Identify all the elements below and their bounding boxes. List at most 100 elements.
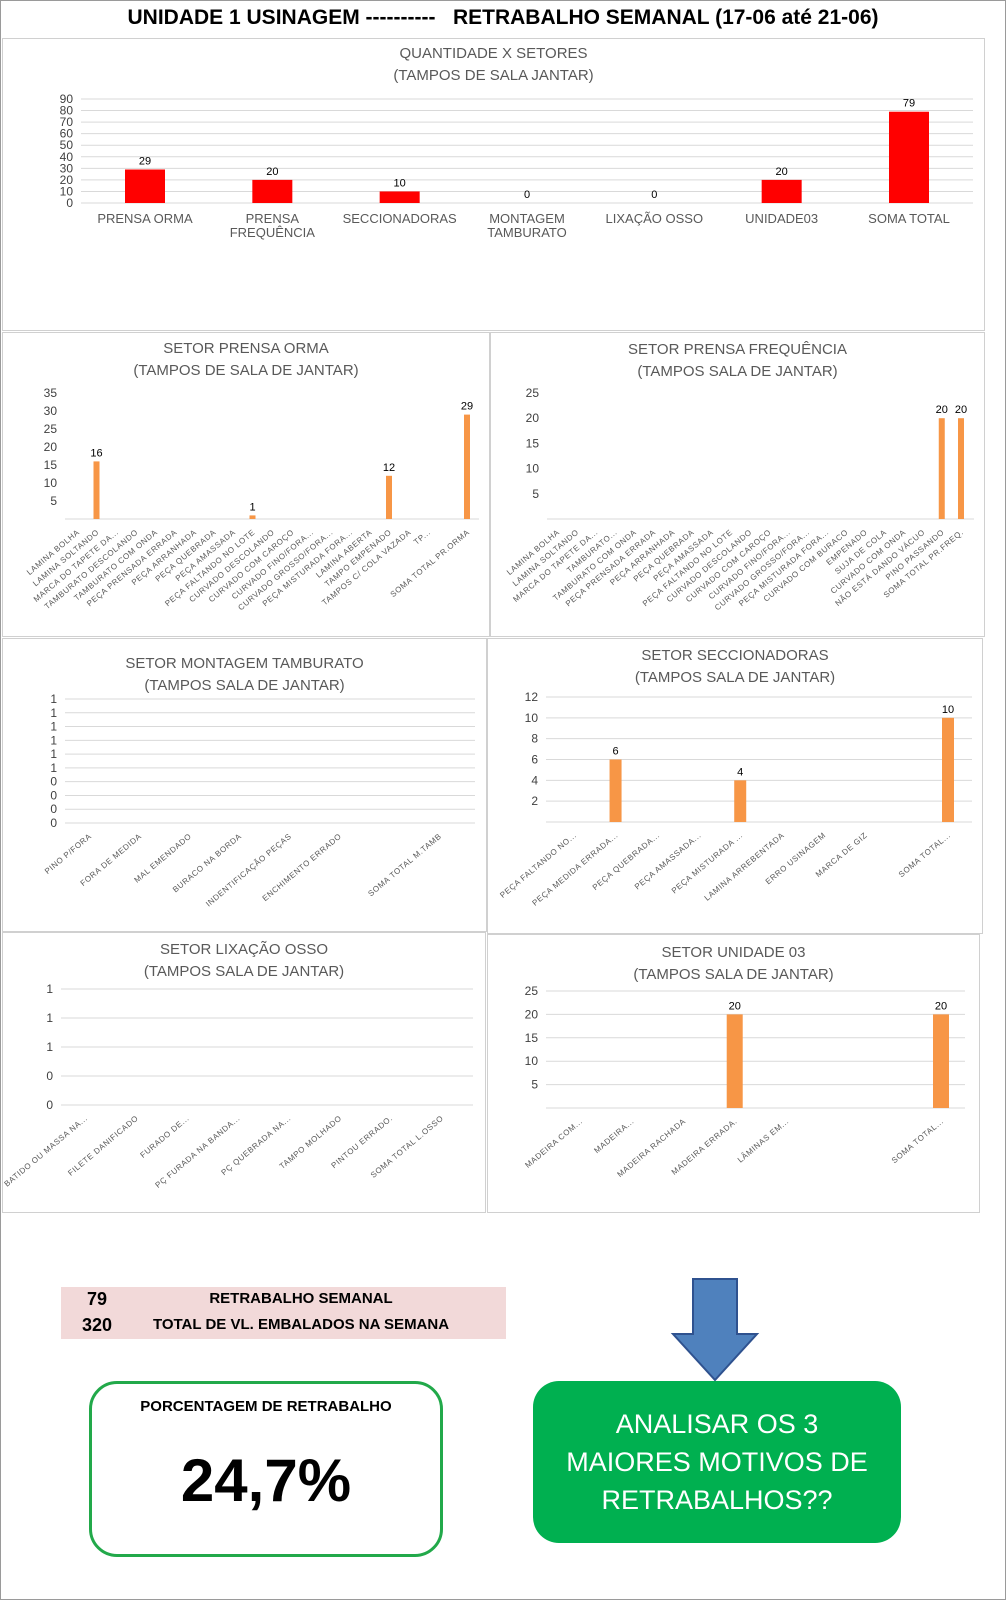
page-title: UNIDADE 1 USINAGEM ---------- RETRABALHO… bbox=[127, 6, 879, 29]
category-label: SOMA TOTAL... bbox=[890, 1117, 945, 1165]
y-tick-label: 1 bbox=[50, 706, 57, 720]
chart-subtitle: (TAMPOS SALA DE JANTAR) bbox=[633, 966, 833, 983]
category-label: PEÇA MISTURADA ... bbox=[670, 831, 745, 896]
summary-value: 79 bbox=[86, 1289, 108, 1309]
cta-text: ANALISAR OS 3 MAIORES MOTIVOS DE RETRABA… bbox=[566, 1409, 868, 1515]
data-label: 4 bbox=[737, 766, 743, 778]
category-label: SECCIONADORAS bbox=[343, 211, 457, 226]
y-tick-label: 30 bbox=[44, 404, 58, 418]
data-label: 10 bbox=[394, 177, 406, 189]
y-tick-label: 35 bbox=[44, 386, 58, 400]
data-label: 1 bbox=[249, 501, 255, 513]
y-tick-label: 2 bbox=[531, 794, 538, 808]
bar bbox=[386, 475, 392, 519]
data-label: 6 bbox=[612, 746, 618, 758]
percent-title: PORCENTAGEM DE RETRABALHO bbox=[140, 1398, 392, 1415]
y-tick-label: 25 bbox=[526, 386, 540, 400]
chart-svg: SETOR PRENSA ORMA (TAMPOS DE SALA DE JANT… bbox=[25, 340, 479, 612]
chart-svg: SETOR PRENSA FREQUÊNCIA (TAMPOS SALA DE J… bbox=[505, 341, 974, 612]
data-label: 0 bbox=[524, 189, 530, 201]
chart-panel-lixacao-osso: SETOR LIXAÇÃO OSSO (TAMPOS SALA DE JANTAR… bbox=[2, 932, 486, 1213]
bar bbox=[609, 759, 622, 822]
category-label: PEÇA MEDIDA ERRADA... bbox=[530, 831, 619, 908]
bar bbox=[734, 780, 747, 822]
chart-svg: SETOR SECCIONADORAS (TAMPOS SALA DE JANTA… bbox=[498, 647, 972, 908]
category-label: PEÇA FALTANDO NO... bbox=[498, 831, 578, 900]
chart-subtitle: (TAMPOS DE SALA JANTAR) bbox=[393, 67, 593, 84]
category-label: LÂMINAS EM... bbox=[736, 1117, 791, 1165]
y-tick-label: 1 bbox=[50, 761, 57, 775]
y-tick-label: 0 bbox=[50, 788, 57, 802]
y-tick-label: 1 bbox=[46, 1040, 53, 1054]
chart-subtitle: (TAMPOS SALA DE JANTAR) bbox=[144, 677, 344, 694]
data-label: 29 bbox=[461, 401, 473, 413]
y-tick-label: 15 bbox=[526, 436, 540, 450]
data-label: 12 bbox=[383, 462, 395, 474]
data-label: 20 bbox=[266, 166, 278, 178]
category-label: BATIDO OU MASSA NA... bbox=[3, 1114, 89, 1189]
y-tick-label: 5 bbox=[50, 494, 57, 508]
category-label: MADEIRA... bbox=[592, 1117, 635, 1155]
category-label: ENCHIMENTO ERRADO bbox=[261, 832, 344, 903]
chart-svg: SETOR UNIDADE 03 (TAMPOS SALA DE JANTAR) 5… bbox=[523, 944, 965, 1179]
chart-title: SETOR MONTAGEM TAMBURATO bbox=[125, 655, 363, 672]
category-label: SOMA TOTAL M.TAMB bbox=[366, 832, 443, 899]
y-tick-label: 0 bbox=[50, 802, 57, 816]
chart-svg: QUANTIDADE X SETORES (TAMPOS DE SALA JANT… bbox=[60, 45, 973, 240]
bar bbox=[942, 717, 954, 822]
y-tick-label: 20 bbox=[60, 173, 74, 187]
chart-title: SETOR SECCIONADORAS bbox=[641, 647, 828, 664]
category-label: PINO P/FORA bbox=[43, 832, 93, 876]
category-label-line: SECCIONADORAS bbox=[343, 211, 457, 226]
percent-box: PORCENTAGEM DE RETRABALHO 24,7% bbox=[89, 1381, 443, 1557]
category-label-line: LIXAÇÃO OSSO bbox=[606, 211, 704, 226]
chart-panel-montagem-tamburato: SETOR MONTAGEM TAMBURATO (TAMPOS SALA DE … bbox=[2, 638, 487, 932]
data-label: 20 bbox=[936, 404, 948, 416]
chart-svg: SETOR MONTAGEM TAMBURATO (TAMPOS SALA DE … bbox=[43, 655, 475, 909]
y-tick-label: 5 bbox=[531, 1078, 538, 1092]
y-tick-label: 20 bbox=[44, 440, 58, 454]
chart-panel-unidade03: SETOR UNIDADE 03 (TAMPOS SALA DE JANTAR) 5… bbox=[487, 934, 980, 1213]
category-label-line: PRENSA bbox=[246, 211, 300, 226]
summary-label: RETRABALHO SEMANAL bbox=[209, 1290, 393, 1307]
data-label: 20 bbox=[955, 404, 967, 416]
category-label: SOMA TOTAL... bbox=[897, 831, 952, 879]
category-label: MONTAGEM TAMBURATO bbox=[487, 211, 566, 240]
chart-subtitle: (TAMPOS SALA DE JANTAR) bbox=[637, 363, 837, 380]
chart-subtitle: (TAMPOS DE SALA DE JANTAR) bbox=[133, 362, 358, 379]
category-label: MADEIRA COM... bbox=[523, 1117, 584, 1170]
data-label: 20 bbox=[729, 1000, 741, 1012]
data-label: 20 bbox=[776, 166, 788, 178]
y-tick-label: 10 bbox=[525, 1054, 539, 1068]
y-tick-label: 50 bbox=[60, 138, 74, 152]
category-label-line: UNIDADE03 bbox=[745, 211, 818, 226]
chart-panel-setores: QUANTIDADE X SETORES (TAMPOS DE SALA JANT… bbox=[2, 38, 985, 331]
bar bbox=[379, 191, 420, 203]
category-label: PRENSA FREQUÊNCIA bbox=[230, 211, 316, 240]
bar bbox=[889, 111, 929, 203]
y-tick-label: 30 bbox=[60, 161, 74, 175]
y-tick-label: 1 bbox=[46, 982, 53, 996]
chart-subtitle: (TAMPOS SALA DE JANTAR) bbox=[144, 963, 344, 980]
cta-box: ANALISAR OS 3 MAIORES MOTIVOS DE RETRABA… bbox=[533, 1381, 901, 1543]
summary-label: TOTAL DE VL. EMBALADOS NA SEMANA bbox=[152, 1316, 450, 1333]
chart-title: QUANTIDADE X SETORES bbox=[399, 45, 587, 62]
chart-svg: SETOR LIXAÇÃO OSSO (TAMPOS SALA DE JANTAR… bbox=[3, 941, 473, 1190]
y-tick-label: 1 bbox=[50, 747, 57, 761]
category-label: PRENSA ORMA bbox=[97, 211, 193, 226]
y-tick-label: 90 bbox=[60, 92, 74, 106]
chart-title: SETOR UNIDADE 03 bbox=[662, 944, 806, 961]
category-label: INDENTIFICAÇÃO PEÇAS bbox=[204, 832, 293, 909]
y-tick-label: 0 bbox=[50, 816, 57, 830]
y-tick-label: 20 bbox=[526, 411, 540, 425]
y-tick-label: 0 bbox=[46, 1098, 53, 1112]
bar bbox=[249, 515, 256, 519]
chart-panel-prensa-frequencia: SETOR PRENSA FREQUÊNCIA (TAMPOS SALA DE J… bbox=[490, 332, 985, 637]
summary-table: 79 RETRABALHO SEMANAL 320 TOTAL DE VL. E… bbox=[61, 1287, 506, 1339]
y-tick-label: 20 bbox=[525, 1007, 539, 1021]
data-label: 20 bbox=[935, 1000, 947, 1012]
category-label: PÇ FURADA NA BANDA... bbox=[154, 1114, 242, 1190]
chart-panel-seccionadoras: SETOR SECCIONADORAS (TAMPOS SALA DE JANTA… bbox=[487, 638, 983, 934]
chart-panel-prensa-orma: SETOR PRENSA ORMA (TAMPOS DE SALA DE JANT… bbox=[2, 332, 490, 637]
y-tick-label: 1 bbox=[46, 1011, 53, 1025]
